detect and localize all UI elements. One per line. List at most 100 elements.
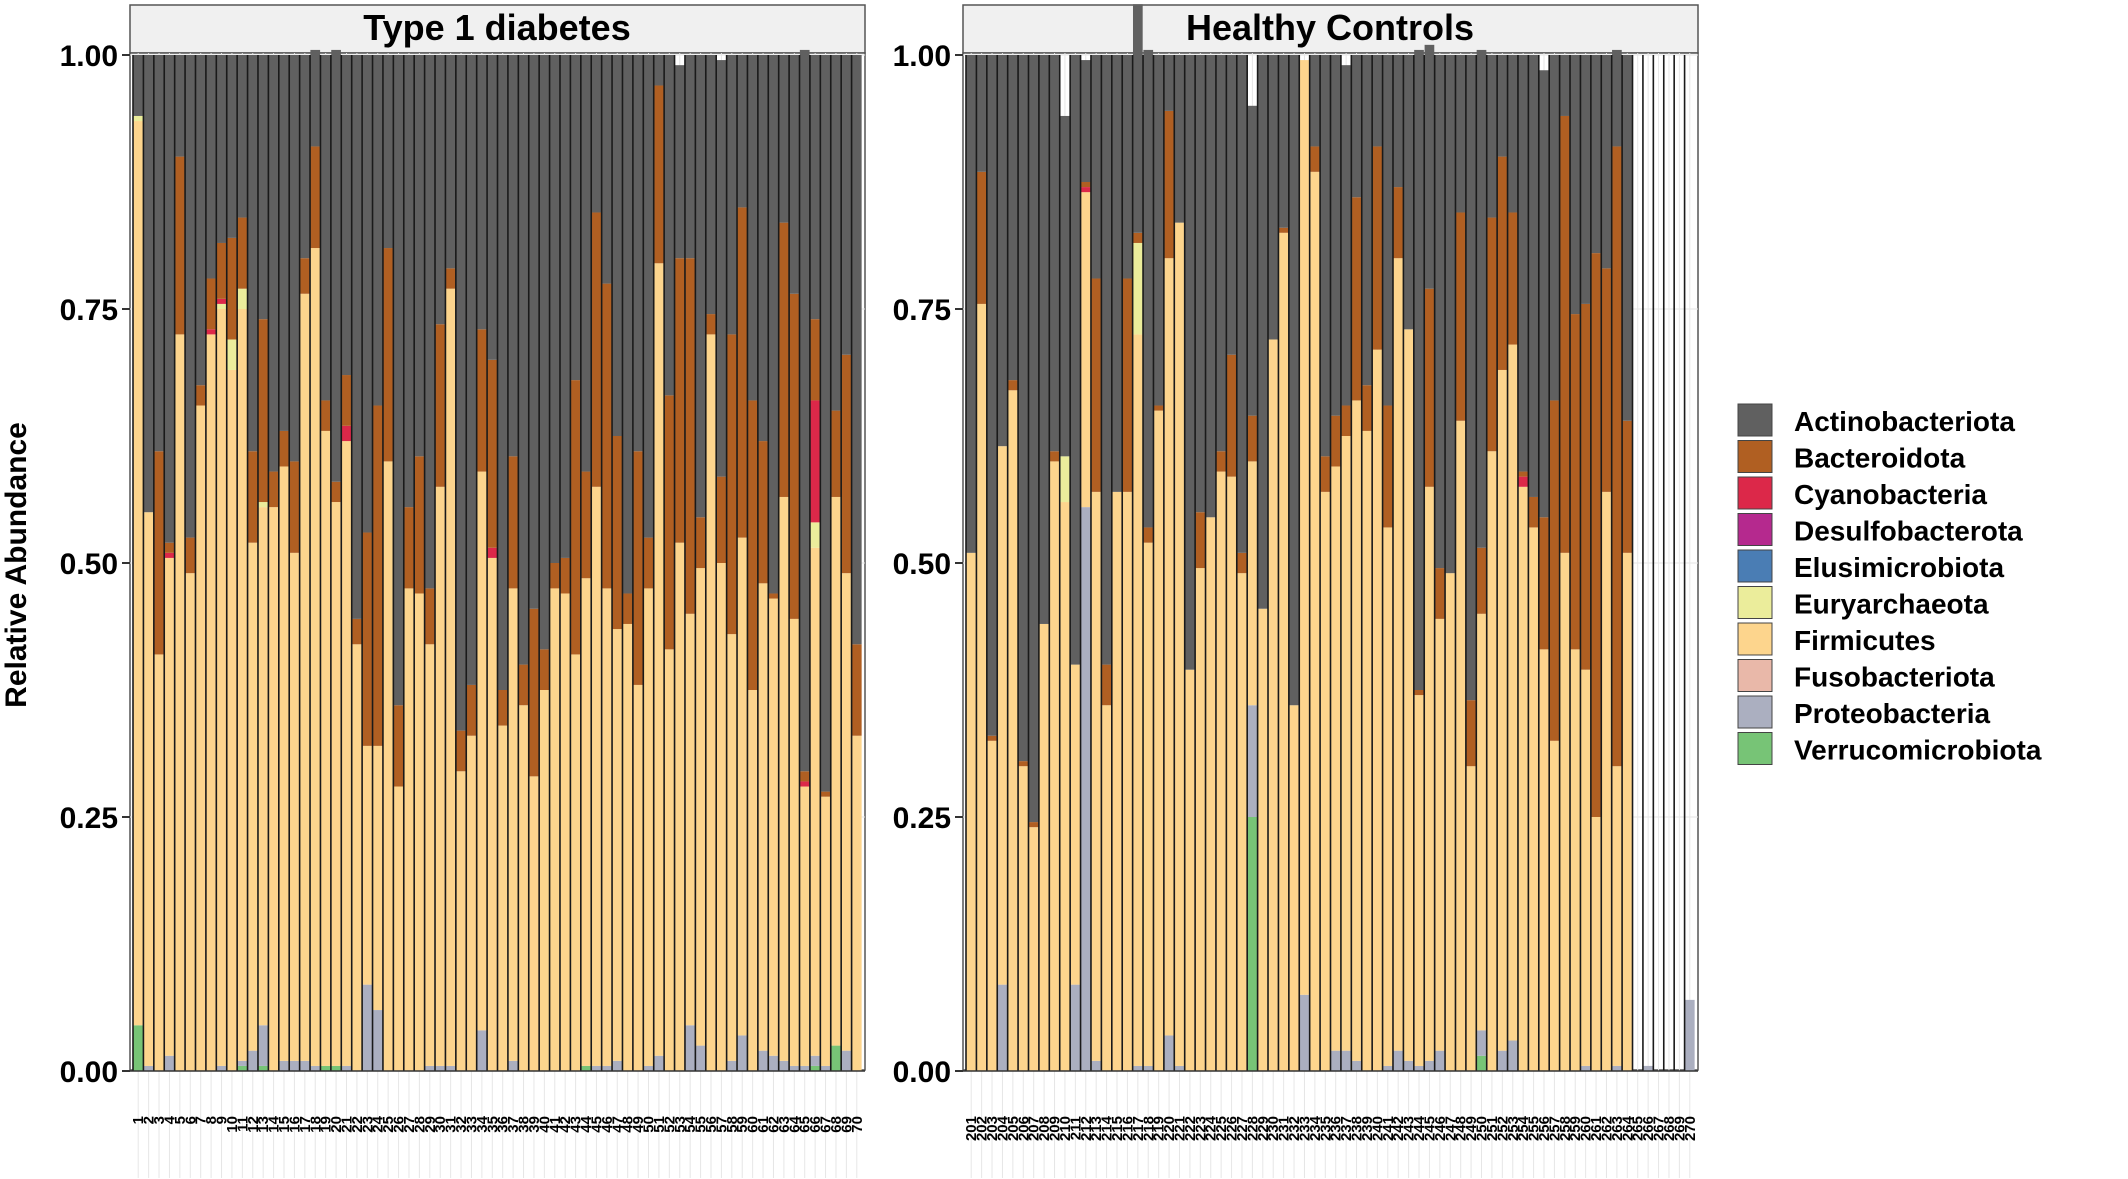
bar-39 (529, 55, 539, 1071)
bar-segment-actinobacteriota (779, 55, 789, 223)
bar-segment-bacteroidota (206, 278, 216, 330)
bar-segment-firmicutes (1278, 232, 1289, 1072)
bar-segment-bacteroidota (1476, 547, 1487, 614)
bar-segment-actinobacteriota (633, 55, 643, 452)
legend-item-elusimicrobiota: Elusimicrobiota (1737, 549, 2004, 583)
bar-238 (1351, 55, 1362, 1071)
x-tick-label: 47 (609, 1116, 626, 1133)
x-tick-label: 265 (1630, 1116, 1647, 1141)
x-tick-label: 231 (1276, 1116, 1293, 1141)
bar-5 (175, 55, 185, 1071)
x-tick-label: 33 (463, 1116, 480, 1133)
x-tick-label: 27 (401, 1116, 418, 1133)
bar-segment-bacteroidota (591, 212, 602, 487)
bar-segment-bacteroidota (758, 441, 768, 584)
x-tick-label: 240 (1369, 1116, 1386, 1141)
bar-224 (1205, 55, 1216, 1071)
bar-segment-firmicutes (1008, 390, 1018, 1071)
legend-item-desulfobacterota: Desulfobacterota (1737, 513, 2023, 547)
x-tick-label: 18 (307, 1116, 324, 1133)
bar-segment-actinobacteriota (831, 55, 841, 411)
bar-59 (737, 55, 748, 1071)
bar-48 (622, 55, 633, 1071)
bar-segment-firmicutes (758, 583, 768, 1051)
y-tick-label: 0.75 (60, 294, 118, 327)
bar-segment-actinobacteriota (685, 55, 696, 259)
bar-211 (1070, 55, 1081, 1071)
bar-58 (726, 55, 737, 1071)
bar-segment-actinobacteriota (1216, 55, 1226, 452)
bar-256 (1539, 70, 1549, 1071)
x-tick-label: 2 (141, 1116, 158, 1124)
x-tick-label: 31 (443, 1116, 460, 1133)
bar-segment-bacteroidota (487, 359, 498, 548)
bar-segment-firmicutes (185, 573, 196, 1071)
bar-segment-firmicutes (175, 334, 185, 1071)
legend-swatch (1737, 622, 1773, 656)
bar-31 (445, 55, 456, 1071)
facet-title-healthy-controls: Healthy Controls (1186, 7, 1474, 48)
bar-segment-proteobacteria (1497, 1050, 1508, 1071)
legend-item-proteobacteria: Proteobacteria (1737, 695, 1990, 729)
bar-segment-proteobacteria (310, 1065, 321, 1071)
bar-segment-firmicutes (1226, 476, 1237, 1071)
bar-10 (227, 55, 237, 1072)
y-tick-label: 0.50 (893, 548, 951, 581)
x-tick-label: 258 (1557, 1116, 1574, 1141)
y-tick-label: 0.00 (60, 1056, 118, 1089)
bar-segment-actinobacteriota (851, 55, 862, 645)
bar-40 (539, 55, 550, 1071)
x-tick-label: 44 (578, 1115, 595, 1132)
bar-segment-actinobacteriota (487, 55, 498, 360)
bar-24 (372, 55, 383, 1071)
x-tick-label: 204 (994, 1115, 1011, 1141)
bar-segment-actinobacteriota (1570, 55, 1581, 315)
bar-204 (997, 55, 1008, 1071)
bar-segment-firmicutes (726, 634, 737, 1061)
bar-segment-firmicutes (1601, 491, 1612, 1071)
bar-segment-actinobacteriota (1008, 55, 1018, 381)
bar-segment-proteobacteria (1435, 1050, 1445, 1071)
bar-segment-bacteroidota (393, 705, 404, 787)
bar-segment-bacteroidota (1122, 278, 1133, 492)
bar-segment-bacteroidota (247, 451, 258, 543)
bar-segment-bacteroidota (1362, 385, 1372, 431)
bar-segment-euryarchaeota (258, 502, 269, 508)
bar-segment-verrucomicrobiota (810, 1065, 820, 1071)
bar-segment-bacteroidota (154, 451, 164, 655)
bar-segment-actinobacteriota (1247, 105, 1258, 416)
bar-segment-firmicutes (143, 512, 154, 1066)
x-tick-label: 28 (411, 1116, 428, 1133)
bar-segment-bacteroidota (1424, 288, 1435, 487)
x-tick-label: 63 (776, 1116, 793, 1133)
bar-239 (1362, 55, 1372, 1071)
bar-segment-actinobacteriota (1132, 4, 1143, 233)
bar-segment-firmicutes (393, 786, 404, 1071)
bar-segment-bacteroidota (1591, 253, 1601, 817)
bar-segment-bacteroidota (1580, 303, 1591, 670)
x-tick-label: 262 (1598, 1116, 1615, 1141)
x-tick-label: 60 (745, 1116, 762, 1133)
bar-segment-verrucomicrobiota (1247, 817, 1258, 1071)
bar-segment-bacteroidota (1466, 700, 1476, 767)
bar-segment-actinobacteriota (1185, 55, 1195, 670)
bar-segment-proteobacteria (1143, 1065, 1154, 1071)
bar-segment-bacteroidota (695, 517, 706, 569)
bar-segment-bacteroidota (424, 588, 435, 645)
y-tick-label: 0.00 (893, 1056, 951, 1089)
bar-segment-proteobacteria (508, 1060, 518, 1071)
bar-segment-firmicutes (1330, 466, 1341, 1051)
bar-segment-bacteroidota (1497, 156, 1508, 370)
bar-201 (966, 55, 977, 1071)
x-tick-label: 38 (516, 1116, 533, 1133)
bar-segment-proteobacteria (1382, 1065, 1393, 1071)
bar-segment-firmicutes (591, 486, 602, 1066)
x-tick-label: 42 (557, 1116, 574, 1133)
x-tick-label: 19 (318, 1116, 335, 1133)
bar-segment-firmicutes (320, 430, 331, 1066)
bar-segment-bacteroidota (1570, 314, 1581, 650)
bar-segment-bacteroidota (227, 237, 237, 340)
bar-segment-firmicutes (1205, 517, 1216, 1071)
bar-segment-actinobacteriota (414, 55, 425, 457)
bar-245 (1424, 44, 1435, 1071)
